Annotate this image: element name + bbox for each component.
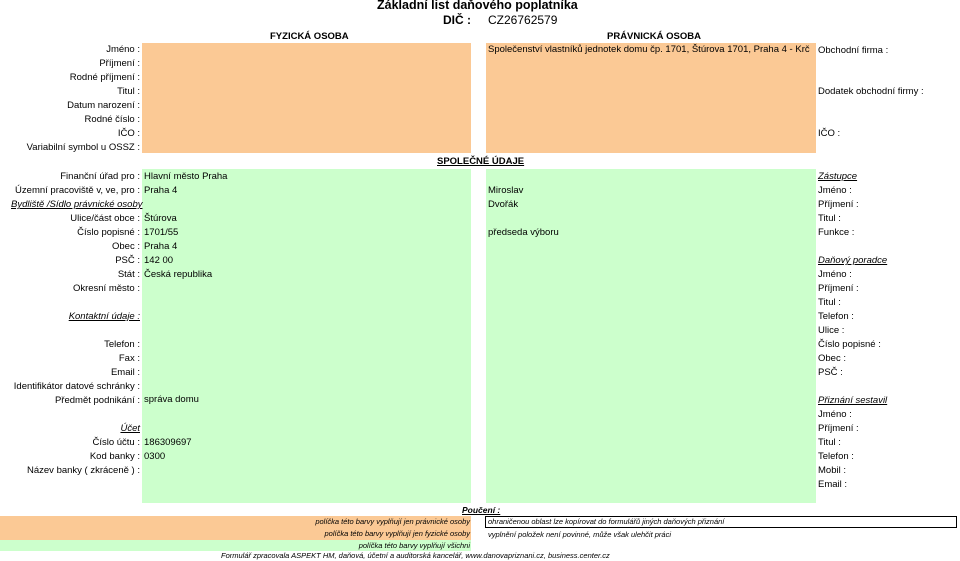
page-title: Základní list daňového poplatníka (377, 0, 578, 12)
poradce-obec-label: Obec : (818, 353, 846, 364)
dic-value: CZ26762579 (488, 13, 558, 27)
zastupce-jmeno-label: Jméno : (818, 185, 852, 196)
priznani-prijmeni-label: Příjmení : (818, 423, 859, 434)
legend-ohranicena-box (485, 516, 957, 528)
kod-banky-label: Kod banky : (89, 451, 140, 462)
priznani-heading: Přiznání sestavil (818, 395, 888, 406)
priznani-telefon-label: Telefon : (818, 451, 854, 462)
zastupce-prijmeni-label: Příjmení : (818, 199, 859, 210)
uzemni-pracoviste-label: Územní pracoviště v, ve, pro : (15, 185, 140, 196)
pravnicka-input-area[interactable] (486, 43, 816, 153)
poradce-titul-label: Titul : (818, 297, 841, 308)
zastupce-jmeno-value: Miroslav (488, 185, 524, 196)
kontaktni-udaje-label: Kontaktní údaje : (68, 311, 140, 322)
pravnicka-nazev: Společenství vlastníků jednotek domu čp.… (488, 44, 810, 55)
cislo-popisne-value: 1701/55 (144, 227, 179, 238)
poradce-psc-label: PSČ : (818, 367, 843, 378)
financni-urad-label: Finanční úřad pro : (60, 171, 140, 182)
priznani-email-label: Email : (818, 479, 848, 490)
email-label: Email : (110, 367, 140, 378)
poradce-ulice-label: Ulice : (818, 325, 845, 336)
cislo-uctu-value: 186309697 (144, 437, 192, 448)
legend-ohranicena-text: ohraničenou oblast lze kopírovat do form… (488, 517, 725, 526)
ulice-label: Ulice/část obce : (70, 213, 140, 224)
obec-value: Praha 4 (144, 241, 178, 252)
predmet-podnikani-label: Předmět podnikání : (54, 395, 140, 406)
priznani-mobil-label: Mobil : (818, 465, 846, 476)
legend-heading: Poučení : (462, 505, 501, 515)
fyz-titul-label: Titul : (117, 86, 140, 97)
stat-label: Stát : (117, 269, 140, 280)
poradce-jmeno-label: Jméno : (818, 269, 852, 280)
dic-label: DIČ : (443, 13, 471, 27)
bydliste-label: Bydliště /Sídlo právnické osoby (11, 199, 143, 210)
zastupce-funkce-label: Funkce : (818, 227, 855, 238)
fyzicka-input-area[interactable] (142, 43, 471, 153)
legend-pravnicka-text: políčka této barvy vyplňují jen právnick… (315, 517, 470, 526)
fyz-ico-label: IČO : (117, 128, 140, 139)
poradce-prijmeni-label: Příjmení : (818, 283, 859, 294)
zastupce-funkce-value: předseda výboru (488, 227, 559, 238)
cislo-uctu-label: Číslo účtu : (92, 437, 140, 448)
poradce-telefon-label: Telefon : (818, 311, 854, 322)
priznani-titul-label: Titul : (818, 437, 841, 448)
zastupce-input-area[interactable] (486, 169, 816, 503)
fyz-jmeno-label: Jméno : (106, 44, 140, 55)
fyz-prijmeni-label: Příjmení : (99, 58, 140, 69)
legend-vsichni-text: políčka této barvy vyplňují všichni (358, 541, 470, 550)
col-header-pravnicka: PRÁVNICKÁ OSOBA (607, 31, 701, 42)
psc-value: 142 00 (144, 255, 174, 266)
okresni-mesto-label: Okresní město : (72, 283, 140, 294)
spolecne-input-area[interactable] (142, 169, 471, 503)
fyz-rodne-prijmeni-label: Rodné příjmení : (69, 72, 140, 83)
nazev-banky-label: Název banky ( zkráceně ) : (27, 465, 140, 476)
legend-fyzicka-text: políčka této barvy vyplňují jen fyzické … (324, 529, 471, 538)
cislo-popisne-label: Číslo popisné : (77, 227, 140, 238)
kod-banky-value: 0300 (144, 451, 166, 462)
financni-urad-value: Hlavní město Praha (144, 171, 228, 182)
priznani-jmeno-label: Jméno : (818, 409, 852, 420)
fyz-rodne-cislo-label: Rodné číslo : (84, 114, 140, 125)
obchodni-firma-label: Obchodní firma : (818, 45, 889, 56)
legend-orange-swatch-2 (0, 528, 471, 540)
fyz-datum-narozeni-label: Datum narození : (67, 100, 140, 111)
datova-schranka-label: Identifikátor datové schránky : (13, 381, 140, 392)
uzemni-pracoviste-value: Praha 4 (144, 185, 178, 196)
poradce-heading: Daňový poradce (818, 255, 888, 266)
spolecne-heading: SPOLEČNÉ ÚDAJE (437, 156, 525, 167)
zastupce-heading: Zástupce (818, 171, 858, 182)
predmet-podnikani-value: správa domu (144, 394, 199, 405)
ulice-value: Štúrova (144, 213, 177, 224)
fax-label: Fax : (118, 353, 140, 364)
obec-label: Obec : (112, 241, 140, 252)
poradce-cislo-popisne-label: Číslo popisné : (818, 339, 881, 350)
zastupce-prijmeni-value: Dvořák (488, 199, 519, 210)
stat-value: Česká republika (144, 269, 213, 280)
legend-nepovinne-text: vyplnění položek není povinné, může však… (488, 530, 672, 539)
telefon-label: Telefon : (104, 339, 140, 350)
zastupce-titul-label: Titul : (818, 213, 841, 224)
legend-green-swatch (0, 540, 471, 551)
col-header-fyzicka: FYZICKÁ OSOBA (270, 31, 349, 42)
dodatek-firmy-label: Dodatek obchodní firmy : (818, 86, 924, 97)
legend-orange-swatch (0, 516, 471, 528)
footer-note: Formulář zpracovala ASPEKT HM, daňová, ú… (221, 551, 610, 560)
pravnicka-ico-label: IČO : (818, 128, 841, 139)
psc-label: PSČ : (115, 255, 140, 266)
ucet-label: Účet (120, 423, 140, 434)
fyz-variabilni-symbol-label: Variabilní symbol u OSSZ : (26, 142, 140, 153)
